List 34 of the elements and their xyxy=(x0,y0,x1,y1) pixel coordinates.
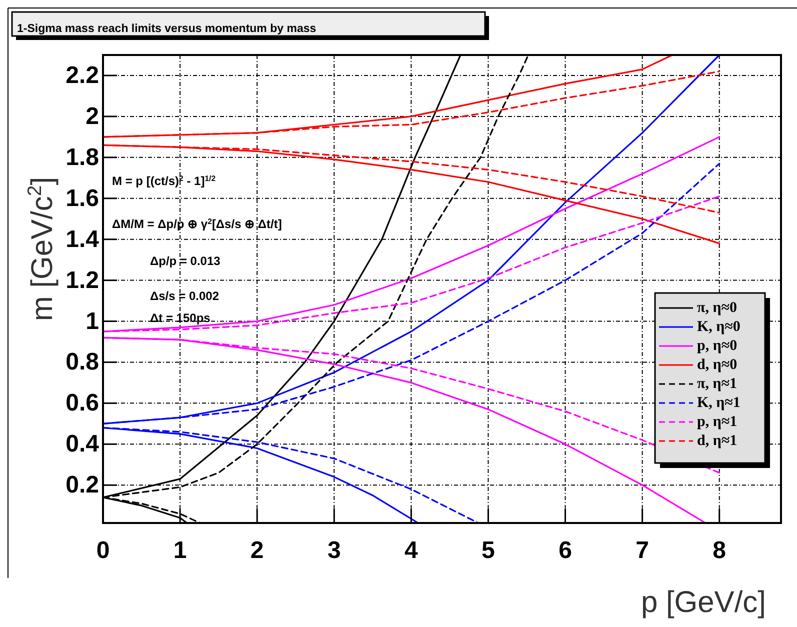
y-tick-label: 0.2 xyxy=(66,472,99,499)
y-tick-label: 1.2 xyxy=(66,266,99,294)
x-tick-label: 6 xyxy=(558,537,572,564)
y-tick-label: 1.6 xyxy=(66,184,99,212)
x-tick-label: 4 xyxy=(404,537,418,564)
x-tick-label: 3 xyxy=(327,537,341,564)
y-tick-label: 0.4 xyxy=(66,430,100,458)
y-tick-label: 1.8 xyxy=(66,144,99,171)
x-tick-label: 2 xyxy=(250,537,264,564)
x-tick-label: 8 xyxy=(712,537,726,564)
x-tick-label: 1 xyxy=(173,537,187,564)
y-tick-label: 2 xyxy=(86,102,99,130)
chart-title: 1-Sigma mass reach limits versus momentum by mass xyxy=(17,23,316,36)
annotation: Δp/p = 0.013 xyxy=(150,254,221,268)
legend-label: K, η≈1 xyxy=(697,395,740,411)
x-tick-label: 0 xyxy=(96,537,110,564)
y-tick-label: 0.6 xyxy=(66,390,99,417)
legend-label: π, η≈0 xyxy=(697,300,737,316)
y-tick-label: 2.2 xyxy=(66,62,99,89)
y-tick-label: 1.4 xyxy=(66,226,100,253)
annotation: ΔM/M = Δp/p ⊕ γ$^{2}$[Δs/s ⊕ Δt/t] xyxy=(112,216,282,231)
annotation: M = p [(ct/s)$^{2}$ - 1]$^{1/2}$ xyxy=(112,174,216,188)
y-tick-label: 0.8 xyxy=(66,348,99,376)
y-tick-label: 1 xyxy=(86,308,99,335)
legend-label: π, η≈1 xyxy=(697,376,737,392)
legend-label: d, η≈0 xyxy=(697,357,738,373)
legend-label: d, η≈1 xyxy=(697,433,738,449)
legend-label: p, η≈0 xyxy=(697,338,738,354)
legend-label: K, η≈0 xyxy=(697,319,740,335)
annotation: Δs/s = 0.002 xyxy=(150,289,220,303)
x-tick-label: 5 xyxy=(482,537,495,564)
x-tick-label: 7 xyxy=(636,537,649,564)
x-axis-title: p [GeV/c] xyxy=(640,586,766,619)
legend-label: p, η≈1 xyxy=(697,414,738,430)
